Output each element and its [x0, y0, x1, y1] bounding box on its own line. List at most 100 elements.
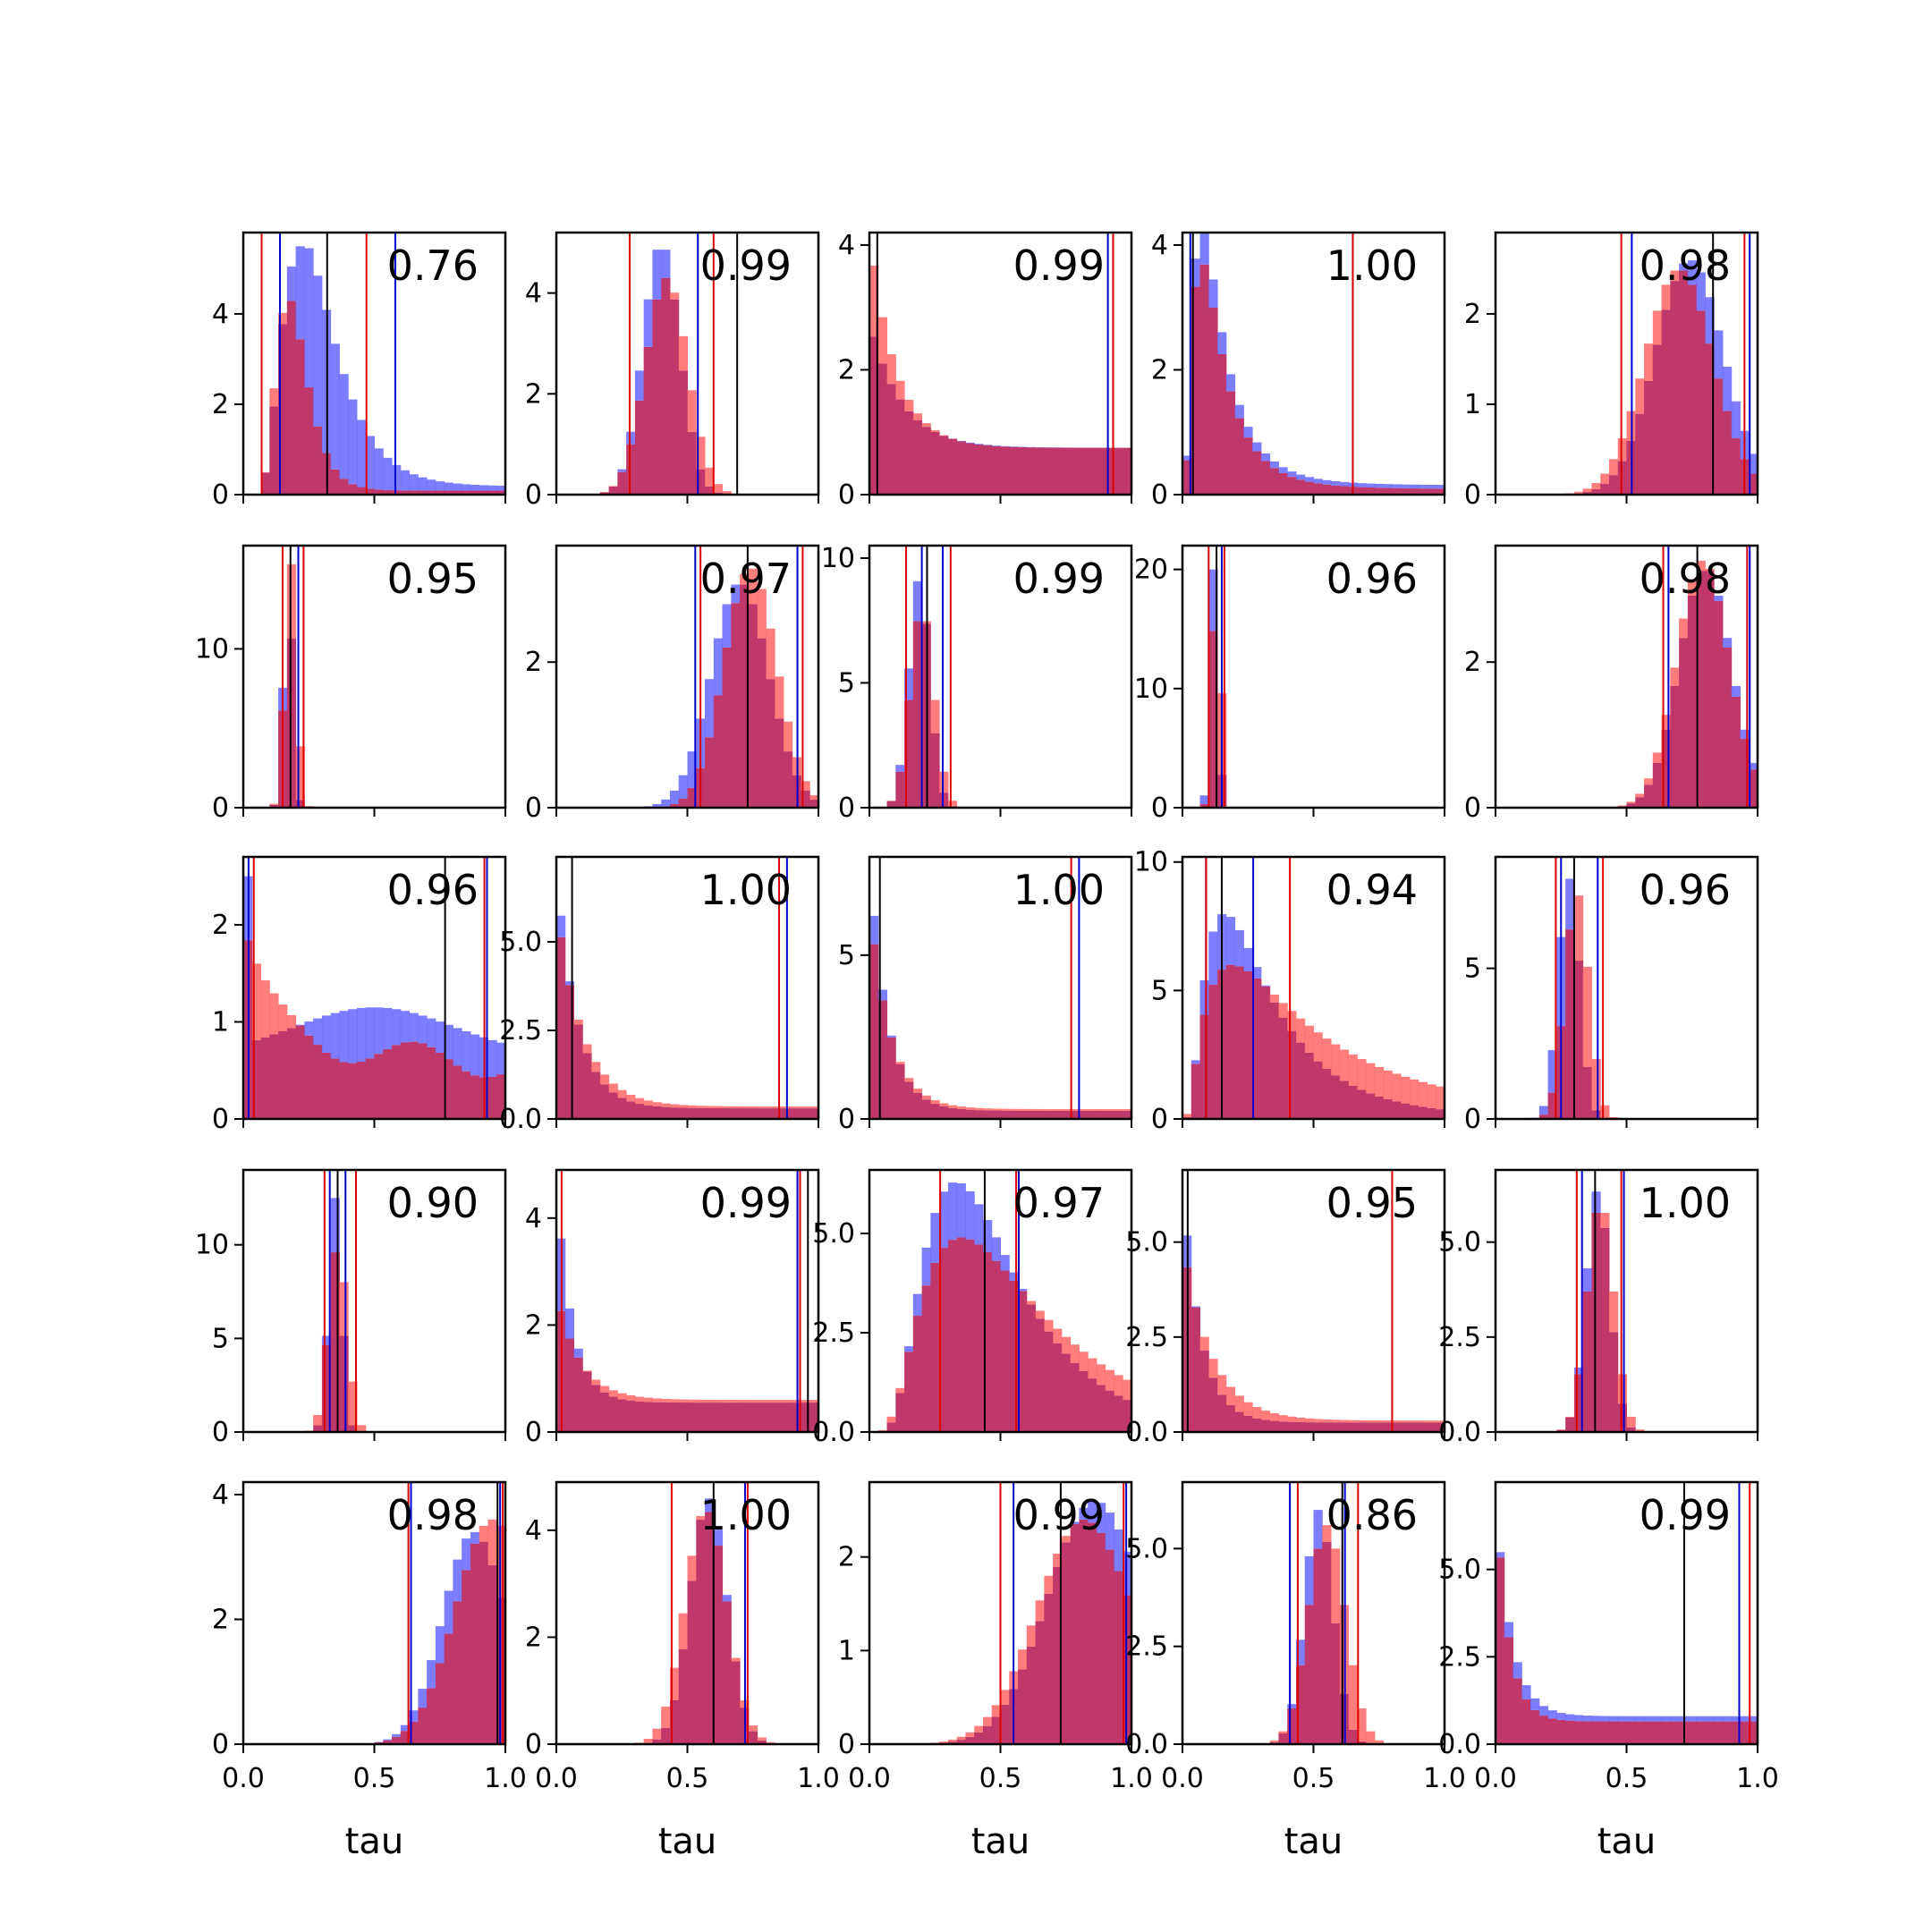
histogram-bar-red [740, 1400, 750, 1403]
histogram-bar-overlap [1070, 1362, 1080, 1432]
histogram-bar-blue [661, 250, 671, 278]
histogram-bar-overlap [339, 479, 349, 495]
y-tick-label: 0 [838, 479, 855, 511]
histogram-bar-blue [1313, 1510, 1323, 1549]
histogram-bar-red [783, 1106, 793, 1109]
histogram-bar-overlap [374, 1054, 384, 1119]
histogram-bar-red [886, 1416, 896, 1423]
histogram-bar-blue [1740, 1716, 1750, 1722]
histogram-bar-blue [462, 1030, 471, 1072]
histogram-bar-red [1278, 1731, 1288, 1734]
histogram-bar-red [947, 801, 958, 807]
histogram-bar-overlap [921, 1099, 931, 1119]
y-tick-label: 4 [838, 230, 855, 261]
histogram-bar-overlap [1722, 647, 1733, 808]
y-tick-label: 0 [838, 1729, 855, 1760]
histogram-bar-blue [722, 1595, 732, 1602]
histogram-bar-red [713, 1106, 724, 1109]
histogram-bar-overlap [1670, 1721, 1680, 1744]
histogram-bar-overlap [1234, 418, 1244, 495]
histogram-bar-overlap [869, 944, 879, 1119]
histogram-bar-overlap [1409, 1422, 1419, 1432]
histogram-bar-blue [453, 483, 462, 491]
histogram-bar-red [775, 676, 784, 719]
histogram-bar-overlap [1722, 411, 1733, 495]
histogram-bar-red [766, 628, 775, 680]
histogram-bar-red [1600, 473, 1610, 485]
histogram-bar-overlap [435, 1663, 445, 1744]
histogram-bar-overlap [1114, 1395, 1123, 1432]
histogram-bar-overlap [304, 1035, 314, 1119]
correlation-annotation: 1.00 [1013, 866, 1105, 914]
histogram-bar-overlap [1018, 1669, 1028, 1744]
histogram-bar-blue [652, 250, 662, 300]
histogram-bar-red [1322, 1419, 1332, 1423]
subplot: 0.0 2.5 5.0 0.0 0.5 1.0 tau 0.86 [1125, 1480, 1466, 1862]
histogram-bar-overlap [1608, 1332, 1619, 1432]
histogram-bar-overlap [1260, 986, 1271, 1119]
histogram-bar-overlap [1035, 1318, 1045, 1432]
histogram-bar-overlap [783, 1402, 793, 1432]
histogram-bar-overlap [705, 1512, 715, 1744]
histogram-bar-red [982, 1108, 993, 1111]
histogram-bar-overlap [713, 1402, 724, 1432]
histogram-bar-blue [1530, 1698, 1540, 1710]
histogram-bar-overlap [1591, 1721, 1601, 1744]
histogram-bar-overlap [965, 1109, 975, 1119]
histogram-bar-overlap [1252, 451, 1262, 495]
histogram-bar-overlap [1626, 1427, 1636, 1432]
histogram-bar-red [1199, 1336, 1209, 1351]
histogram-bar-red [652, 1728, 662, 1740]
y-tick-label: 0.0 [1125, 1417, 1168, 1448]
histogram-bar-red [696, 436, 706, 470]
subplot: 0 2 4 1.00 [1151, 230, 1446, 511]
histogram-bar-blue [1749, 453, 1758, 474]
histogram-bar-red [1418, 1420, 1428, 1423]
histogram-bar-overlap [1427, 488, 1436, 495]
histogram-bar-overlap [921, 427, 931, 495]
histogram-bar-overlap [1123, 1400, 1132, 1432]
histogram-bar-overlap [1295, 1421, 1306, 1432]
histogram-bar-overlap [608, 486, 618, 495]
histogram-bar-overlap [1079, 447, 1089, 495]
histogram-bar-overlap [462, 490, 471, 495]
subplot: 0 1 2 0.98 [1464, 231, 1759, 511]
histogram-bar-overlap [1530, 1709, 1540, 1744]
histogram-bar-overlap [801, 790, 810, 808]
y-tick-label: 4 [525, 1515, 542, 1546]
histogram-bar-blue [418, 1689, 428, 1708]
histogram-bar-overlap [1696, 571, 1706, 808]
histogram-bar-overlap [1088, 447, 1097, 495]
histogram-bar-overlap [1331, 1075, 1341, 1119]
histogram-bar-overlap [783, 1108, 793, 1119]
histogram-bar-blue [1243, 947, 1253, 971]
histogram-bar-blue [1287, 1704, 1297, 1709]
correlation-annotation: 0.99 [1640, 1491, 1731, 1539]
histogram-bar-overlap [982, 1725, 993, 1744]
histogram-bar-overlap [1208, 1377, 1218, 1432]
y-tick-label: 0 [1151, 792, 1168, 824]
histogram-bar-overlap [1427, 1422, 1436, 1432]
histogram-bar-overlap [1366, 487, 1376, 495]
histogram-bar-red [582, 1370, 592, 1372]
histogram-bar-overlap [1026, 1110, 1037, 1119]
histogram-bar-overlap [269, 406, 279, 495]
histogram-bar-overlap [348, 1425, 358, 1432]
histogram-bar-red [687, 1555, 697, 1581]
histogram-bar-overlap [1679, 638, 1689, 808]
y-tick-label: 10 [195, 633, 229, 665]
histogram-bar-red [877, 1429, 888, 1432]
histogram-bar-overlap [1348, 1422, 1358, 1432]
histogram-bar-overlap [1105, 1110, 1114, 1119]
histogram-bar-overlap [1269, 1420, 1279, 1432]
histogram-bar-overlap [722, 1601, 732, 1744]
histogram-bar-overlap [687, 1107, 697, 1119]
histogram-bar-overlap [1366, 1093, 1376, 1119]
histogram-bar-blue [1096, 1503, 1106, 1533]
histogram-bar-red [496, 1525, 506, 1598]
y-tick-label: 5.0 [1125, 1533, 1168, 1564]
histogram-bar-red [591, 1062, 601, 1072]
histogram-bar-overlap [886, 1037, 896, 1119]
histogram-bar-overlap [496, 490, 506, 495]
correlation-annotation: 0.96 [1640, 866, 1731, 914]
